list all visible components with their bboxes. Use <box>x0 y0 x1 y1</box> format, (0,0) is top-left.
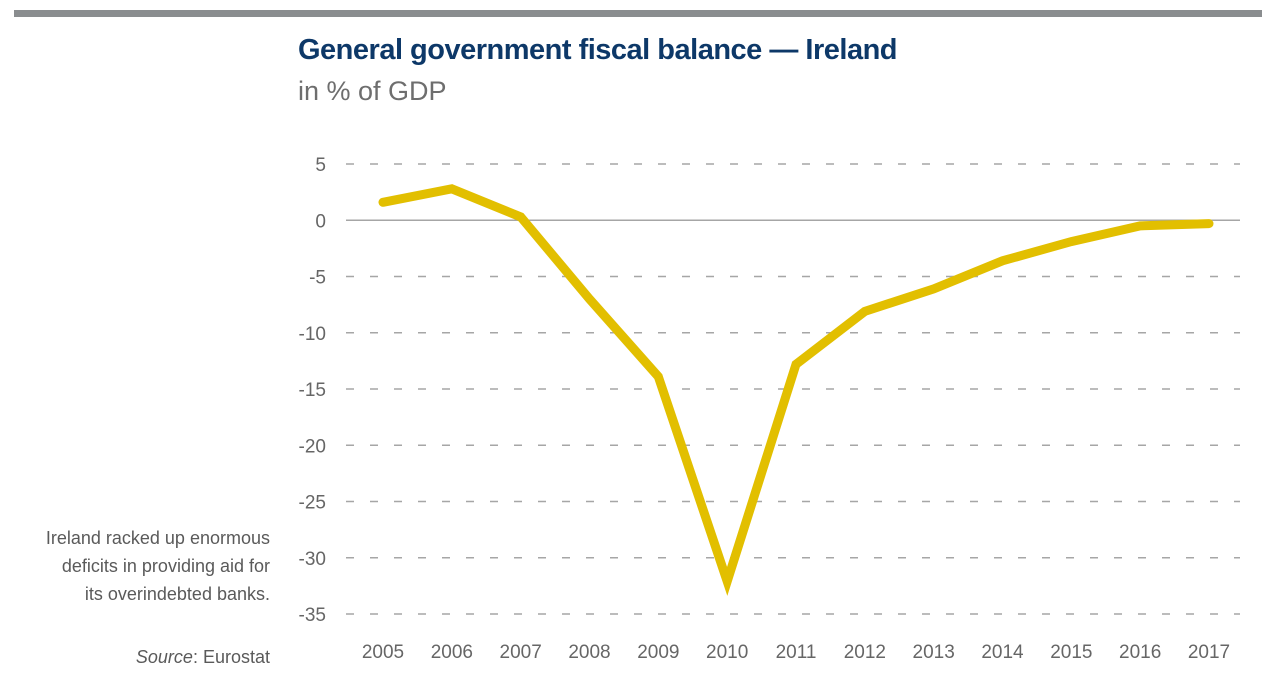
y-tick-label: -20 <box>299 436 326 457</box>
x-tick-label: 2010 <box>706 642 748 663</box>
y-tick-label: -10 <box>299 324 326 345</box>
x-tick-label: 2012 <box>844 642 886 663</box>
source-note: Source: Eurostat <box>136 647 270 668</box>
top-divider-bar <box>14 10 1262 17</box>
source-value: : Eurostat <box>192 647 270 667</box>
y-tick-label: -25 <box>299 493 326 514</box>
x-axis-labels: 2005 2006 2007 2008 2009 2010 2011 2012 2013 2014… <box>362 642 1230 663</box>
annotation-note: Ireland racked up enormous deficits in p… <box>46 524 270 608</box>
x-tick-label: 2014 <box>981 642 1024 663</box>
x-tick-label: 2008 <box>568 642 610 663</box>
x-tick-label: 2007 <box>500 642 542 663</box>
x-tick-label: 2011 <box>776 642 817 663</box>
y-tick-label: -35 <box>299 605 326 626</box>
y-tick-label: 5 <box>315 155 326 176</box>
chart-title: General government fiscal balance — Irel… <box>298 34 898 66</box>
chart-subtitle: in % of GDP <box>298 76 447 106</box>
x-tick-label: 2009 <box>637 642 679 663</box>
y-tick-label: -5 <box>309 268 326 289</box>
series-group <box>378 184 1214 596</box>
x-tick-label: 2016 <box>1119 642 1161 663</box>
y-tick-label: -30 <box>299 549 326 570</box>
x-tick-label: 2013 <box>913 642 955 663</box>
x-tick-label: 2017 <box>1188 642 1230 663</box>
annotation-line: its overindebted banks. <box>84 584 270 604</box>
grid-lines <box>346 163 1240 615</box>
source-label: Source <box>135 647 193 667</box>
annotation-line: Ireland racked up enormous <box>45 528 270 548</box>
y-tick-label: 0 <box>315 211 326 232</box>
y-axis-labels: 5 0 -5 -10 -15 -20 -25 -30 -35 <box>299 155 326 626</box>
y-tick-label: -15 <box>299 380 326 401</box>
annotation-line: deficits in providing aid for <box>61 556 270 576</box>
x-tick-label: 2015 <box>1050 642 1092 663</box>
x-tick-label: 2005 <box>362 642 404 663</box>
x-tick-label: 2006 <box>431 642 473 663</box>
series-line-ireland <box>378 184 1214 596</box>
